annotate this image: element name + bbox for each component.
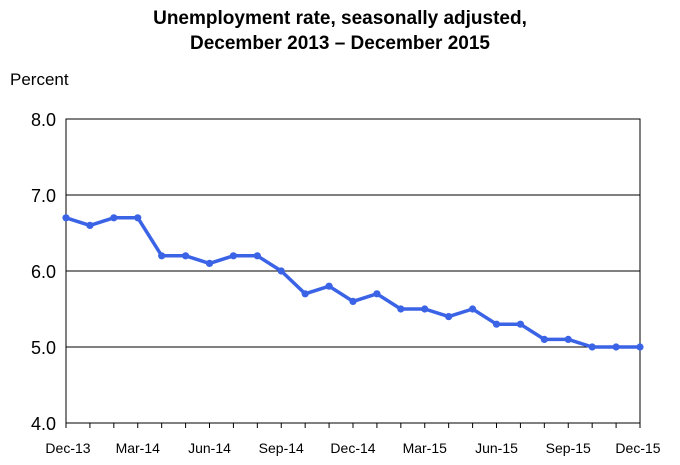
data-point-Sep-15 [564, 335, 572, 343]
chart-title: Unemployment rate, seasonally adjusted, … [0, 6, 680, 56]
data-point-Dec-14 [349, 297, 357, 305]
data-point-Dec-13 [62, 214, 70, 222]
data-point-Jul-14 [229, 252, 238, 260]
x-tick-label-Dec-15: Dec-15 [615, 440, 660, 456]
x-tick-label-Mar-14: Mar-14 [116, 440, 161, 456]
x-tick-label-Sep-14: Sep-14 [259, 440, 304, 456]
data-point-Jun-14 [205, 259, 214, 267]
data-point-Jul-15 [516, 320, 525, 328]
data-point-Apr-14 [158, 252, 166, 260]
data-point-Aug-15 [540, 335, 548, 343]
chart-title-line-2: December 2013 – December 2015 [190, 33, 490, 54]
series-line-0 [64, 216, 642, 349]
data-point-Nov-14 [325, 282, 333, 290]
y-tick-label-8.0: 8.0 [31, 110, 56, 130]
x-tick-label-Mar-15: Mar-15 [403, 440, 448, 456]
y-axis-label: Percent [10, 70, 69, 89]
data-point-Mar-14 [134, 214, 142, 222]
x-tick-label-Dec-14: Dec-14 [330, 440, 375, 456]
data-point-Feb-14 [110, 214, 118, 222]
data-point-Jun-15 [492, 320, 501, 328]
data-point-Nov-15 [612, 343, 620, 351]
data-point-May-14 [181, 252, 190, 260]
chart-title-line-1: Unemployment rate, seasonally adjusted, [153, 8, 527, 29]
data-point-Aug-14 [253, 252, 261, 260]
data-point-Jan-15 [373, 290, 381, 298]
data-point-Oct-14 [301, 290, 309, 298]
y-tick-label-7.0: 7.0 [31, 186, 56, 206]
x-tick-label-Dec-13: Dec-13 [45, 440, 90, 456]
y-tick-label-5.0: 5.0 [31, 338, 56, 358]
data-point-Sep-14 [277, 267, 285, 275]
data-point-Dec-15 [636, 343, 644, 351]
data-point-Oct-15 [588, 343, 596, 351]
x-tick-label-Sep-15: Sep-15 [546, 440, 591, 456]
y-tick-label-4.0: 4.0 [31, 414, 56, 434]
data-point-May-15 [468, 305, 477, 313]
y-tick-label-6.0: 6.0 [31, 262, 56, 282]
data-point-Jan-14 [86, 221, 94, 229]
data-point-Feb-15 [397, 305, 405, 313]
x-tick-label-Jun-14: Jun-14 [188, 440, 231, 456]
data-point-Apr-15 [445, 313, 453, 321]
data-point-Mar-15 [421, 305, 429, 313]
x-tick-label-Jun-15: Jun-15 [475, 440, 518, 456]
